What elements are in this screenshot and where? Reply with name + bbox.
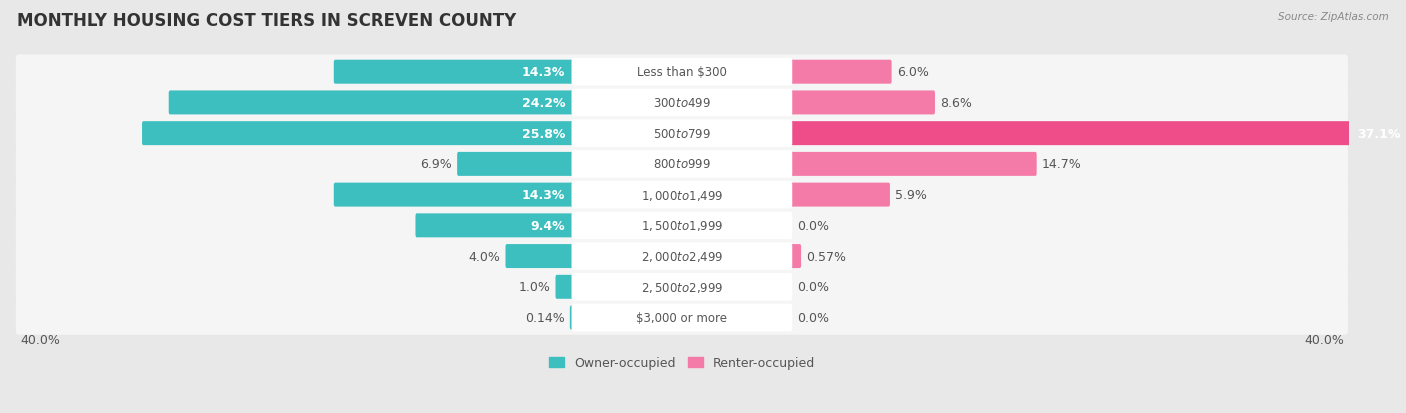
FancyBboxPatch shape — [15, 209, 1348, 243]
FancyBboxPatch shape — [571, 212, 792, 240]
Text: $1,500 to $1,999: $1,500 to $1,999 — [641, 219, 723, 233]
FancyBboxPatch shape — [571, 304, 792, 332]
Text: 6.0%: 6.0% — [897, 66, 929, 79]
Legend: Owner-occupied, Renter-occupied: Owner-occupied, Renter-occupied — [544, 351, 820, 374]
FancyBboxPatch shape — [15, 86, 1348, 120]
FancyBboxPatch shape — [15, 270, 1348, 304]
FancyBboxPatch shape — [789, 244, 801, 268]
FancyBboxPatch shape — [789, 152, 1036, 176]
FancyBboxPatch shape — [15, 239, 1348, 274]
Text: $1,000 to $1,499: $1,000 to $1,499 — [641, 188, 723, 202]
FancyBboxPatch shape — [555, 275, 575, 299]
Text: 25.8%: 25.8% — [522, 127, 565, 140]
Text: 14.3%: 14.3% — [522, 66, 565, 79]
Text: $300 to $499: $300 to $499 — [652, 97, 711, 110]
FancyBboxPatch shape — [457, 152, 575, 176]
Text: $2,500 to $2,999: $2,500 to $2,999 — [641, 280, 723, 294]
FancyBboxPatch shape — [15, 116, 1348, 151]
FancyBboxPatch shape — [15, 147, 1348, 182]
Text: 37.1%: 37.1% — [1357, 127, 1400, 140]
Text: 1.0%: 1.0% — [519, 280, 550, 294]
FancyBboxPatch shape — [571, 181, 792, 209]
Text: $800 to $999: $800 to $999 — [652, 158, 711, 171]
FancyBboxPatch shape — [15, 178, 1348, 212]
FancyBboxPatch shape — [169, 91, 575, 115]
Text: 9.4%: 9.4% — [530, 219, 565, 232]
FancyBboxPatch shape — [142, 122, 575, 146]
Text: 14.7%: 14.7% — [1042, 158, 1081, 171]
FancyBboxPatch shape — [333, 61, 575, 85]
FancyBboxPatch shape — [789, 122, 1406, 146]
FancyBboxPatch shape — [571, 120, 792, 147]
FancyBboxPatch shape — [415, 214, 575, 238]
Text: 0.0%: 0.0% — [797, 280, 830, 294]
Text: 24.2%: 24.2% — [522, 97, 565, 110]
FancyBboxPatch shape — [571, 89, 792, 117]
FancyBboxPatch shape — [571, 273, 792, 301]
FancyBboxPatch shape — [15, 301, 1348, 335]
Text: $500 to $799: $500 to $799 — [652, 127, 711, 140]
FancyBboxPatch shape — [333, 183, 575, 207]
FancyBboxPatch shape — [789, 91, 935, 115]
Text: MONTHLY HOUSING COST TIERS IN SCREVEN COUNTY: MONTHLY HOUSING COST TIERS IN SCREVEN CO… — [17, 12, 516, 30]
FancyBboxPatch shape — [571, 151, 792, 178]
Text: 5.9%: 5.9% — [896, 189, 927, 202]
Text: Source: ZipAtlas.com: Source: ZipAtlas.com — [1278, 12, 1389, 22]
Text: Less than $300: Less than $300 — [637, 66, 727, 79]
FancyBboxPatch shape — [571, 59, 792, 86]
Text: $2,000 to $2,499: $2,000 to $2,499 — [641, 249, 723, 263]
FancyBboxPatch shape — [571, 243, 792, 270]
FancyBboxPatch shape — [789, 61, 891, 85]
Text: 40.0%: 40.0% — [1303, 333, 1344, 347]
FancyBboxPatch shape — [789, 183, 890, 207]
Text: 0.0%: 0.0% — [797, 311, 830, 324]
Text: 0.14%: 0.14% — [524, 311, 565, 324]
Text: 8.6%: 8.6% — [941, 97, 972, 110]
Text: 0.57%: 0.57% — [807, 250, 846, 263]
Text: 40.0%: 40.0% — [20, 333, 60, 347]
Text: 14.3%: 14.3% — [522, 189, 565, 202]
FancyBboxPatch shape — [15, 55, 1348, 90]
FancyBboxPatch shape — [569, 306, 575, 330]
Text: 6.9%: 6.9% — [420, 158, 451, 171]
FancyBboxPatch shape — [506, 244, 575, 268]
Text: 0.0%: 0.0% — [797, 219, 830, 232]
Text: 4.0%: 4.0% — [468, 250, 501, 263]
Text: $3,000 or more: $3,000 or more — [637, 311, 727, 324]
